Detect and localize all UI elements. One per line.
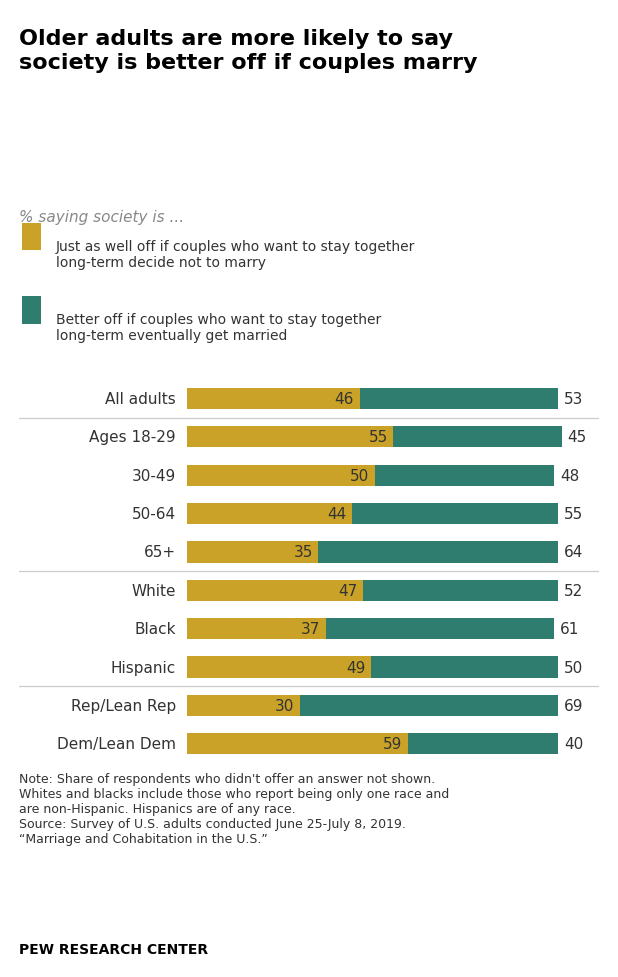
Bar — [187, 427, 393, 448]
Bar — [326, 618, 554, 640]
Text: 50-64: 50-64 — [132, 507, 176, 522]
Text: 47: 47 — [339, 583, 358, 598]
Bar — [187, 618, 326, 640]
Text: 52: 52 — [564, 583, 583, 598]
Bar — [393, 427, 562, 448]
Bar — [187, 465, 375, 487]
Bar — [408, 734, 558, 754]
Text: % saying society is ...: % saying society is ... — [19, 210, 184, 225]
Text: 59: 59 — [383, 737, 403, 751]
Text: Just as well off if couples who want to stay together
long-term decide not to ma: Just as well off if couples who want to … — [56, 239, 415, 270]
Text: Older adults are more likely to say
society is better off if couples marry: Older adults are more likely to say soci… — [19, 29, 477, 72]
Text: Hispanic: Hispanic — [111, 659, 176, 675]
Bar — [352, 503, 558, 525]
Bar — [375, 465, 554, 487]
Text: 50: 50 — [350, 468, 369, 484]
Text: Ages 18-29: Ages 18-29 — [90, 430, 176, 445]
Text: Better off if couples who want to stay together
long-term eventually get married: Better off if couples who want to stay t… — [56, 313, 381, 343]
Bar — [187, 542, 318, 563]
Bar — [300, 695, 558, 716]
Text: Rep/Lean Rep: Rep/Lean Rep — [70, 699, 176, 713]
Bar — [371, 657, 558, 678]
Text: Black: Black — [135, 621, 176, 636]
Text: 65+: 65+ — [144, 545, 176, 560]
Text: 69: 69 — [564, 699, 583, 713]
Bar — [187, 734, 408, 754]
Text: 40: 40 — [564, 737, 583, 751]
Text: 30: 30 — [274, 699, 294, 713]
Text: 55: 55 — [368, 430, 387, 445]
Text: 49: 49 — [346, 659, 365, 675]
Text: 48: 48 — [560, 468, 579, 484]
Text: White: White — [132, 583, 176, 598]
Bar — [318, 542, 558, 563]
Text: 35: 35 — [294, 545, 313, 560]
Text: 44: 44 — [327, 507, 347, 522]
Text: 46: 46 — [334, 392, 354, 406]
Bar — [187, 657, 371, 678]
Text: Dem/Lean Dem: Dem/Lean Dem — [57, 737, 176, 751]
Text: All adults: All adults — [105, 392, 176, 406]
Bar — [187, 695, 300, 716]
Bar — [187, 389, 360, 409]
Text: 30-49: 30-49 — [132, 468, 176, 484]
Text: 37: 37 — [301, 621, 320, 636]
Text: 45: 45 — [567, 430, 587, 445]
Text: 50: 50 — [564, 659, 583, 675]
Bar — [360, 389, 558, 409]
Text: 64: 64 — [564, 545, 583, 560]
Bar — [363, 580, 558, 601]
Text: 55: 55 — [564, 507, 583, 522]
Text: PEW RESEARCH CENTER: PEW RESEARCH CENTER — [19, 942, 208, 956]
Text: Note: Share of respondents who didn't offer an answer not shown.
Whites and blac: Note: Share of respondents who didn't of… — [19, 772, 449, 845]
Bar — [187, 580, 363, 601]
Text: 61: 61 — [560, 621, 580, 636]
Bar — [187, 503, 352, 525]
Text: 53: 53 — [564, 392, 583, 406]
